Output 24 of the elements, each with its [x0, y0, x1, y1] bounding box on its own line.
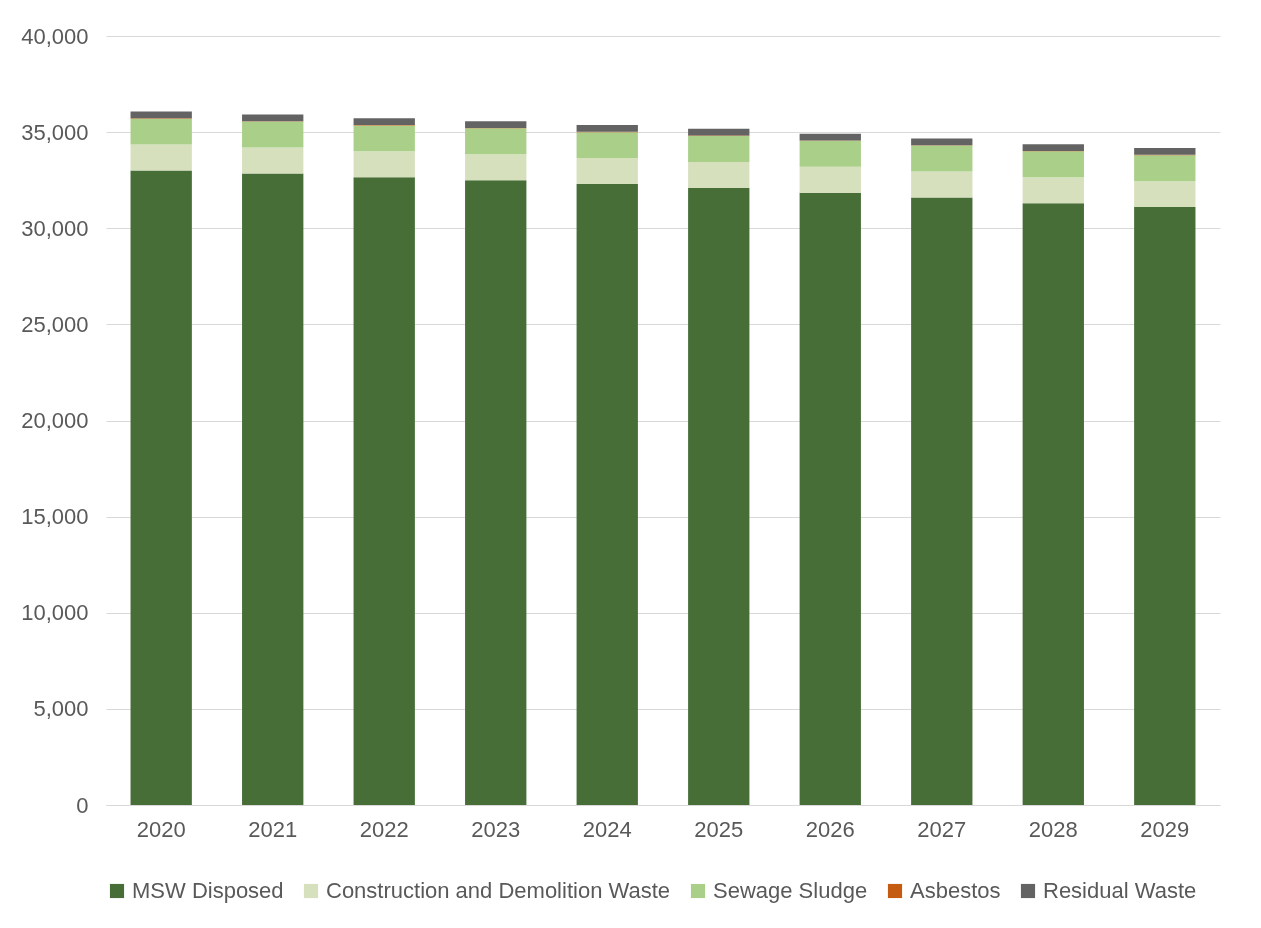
x-tick-label: 2020 [136, 816, 186, 842]
legend-label: Sewage Sludge [713, 878, 868, 903]
y-tick-label: 40,000 [21, 23, 89, 49]
x-tick-label: 2026 [805, 816, 855, 842]
x-tick-label: 2021 [248, 816, 298, 842]
x-tick-label: 2028 [1028, 816, 1078, 842]
legend-label: Construction and Demolition Waste [326, 878, 671, 903]
y-tick-label: 15,000 [21, 504, 89, 530]
legend-label: MSW Disposed [132, 878, 284, 903]
y-tick-label: 5,000 [33, 696, 89, 722]
y-tick-label: 0 [76, 792, 89, 818]
x-tick-label: 2027 [917, 816, 967, 842]
y-tick-label: 25,000 [21, 311, 89, 337]
x-tick-label: 2024 [582, 816, 632, 842]
legend-label: Residual Waste [1043, 878, 1197, 903]
y-tick-label: 35,000 [21, 119, 89, 145]
legend-label: Asbestos [910, 878, 1001, 903]
x-tick-label: 2022 [359, 816, 409, 842]
y-tick-label: 30,000 [21, 215, 89, 241]
x-tick-label: 2029 [1140, 816, 1190, 842]
x-tick-label: 2023 [471, 816, 521, 842]
y-tick-label: 20,000 [21, 408, 89, 433]
x-tick-label: 2025 [694, 816, 744, 842]
y-tick-label: 10,000 [21, 600, 89, 626]
